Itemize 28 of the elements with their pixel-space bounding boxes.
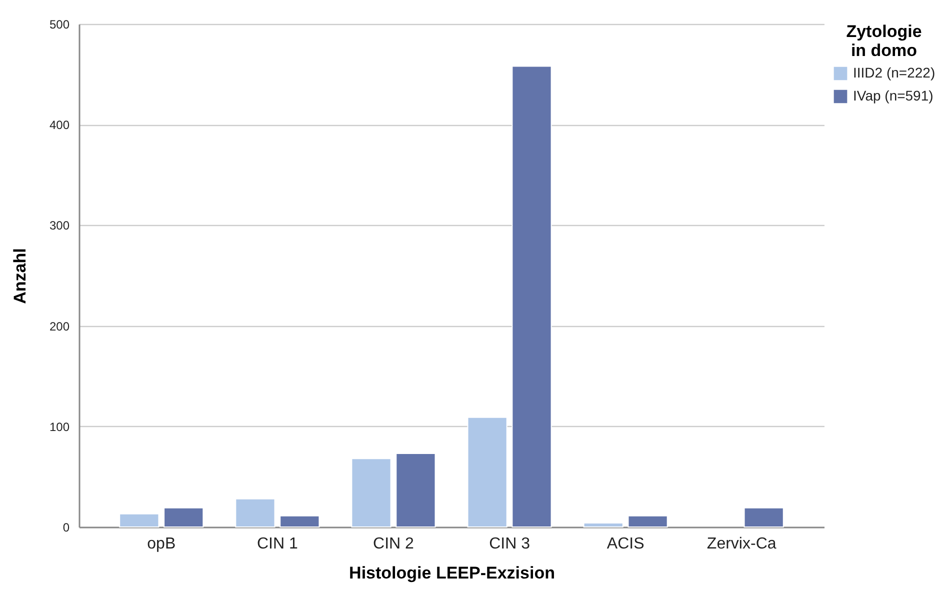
legend-label: IVap (n=591)	[853, 88, 934, 104]
y-tick-label: 500	[49, 18, 70, 32]
legend-title: Zytologie in domo	[846, 22, 922, 60]
legend-label: IIID2 (n=222)	[853, 64, 936, 80]
y-axis-title: Anzahl	[10, 248, 30, 304]
x-tick-label: ACIS	[606, 536, 644, 552]
bar	[119, 513, 160, 528]
x-tick-label: CIN 3	[489, 536, 530, 552]
bar	[280, 515, 320, 528]
bar	[396, 453, 436, 528]
bar	[512, 66, 552, 528]
y-tick-label: 100	[49, 420, 70, 434]
y-tick-label: 200	[49, 319, 70, 334]
bar	[467, 416, 508, 528]
bar	[235, 498, 276, 528]
x-axis-title: Histologie LEEP-Exzision	[349, 564, 555, 582]
y-tick-label: 0	[62, 520, 70, 534]
bar	[744, 507, 784, 528]
x-tick-label: CIN 2	[373, 536, 414, 552]
x-tick-label: Zervix-Ca	[706, 536, 776, 552]
bar	[583, 522, 624, 528]
bar	[164, 507, 204, 528]
x-tick-label: opB	[147, 536, 176, 552]
y-tick-label: 300	[49, 218, 70, 233]
x-tick-label: CIN 1	[256, 536, 298, 552]
bar	[628, 515, 668, 528]
y-tick-label: 400	[49, 118, 70, 132]
bar	[351, 458, 392, 528]
